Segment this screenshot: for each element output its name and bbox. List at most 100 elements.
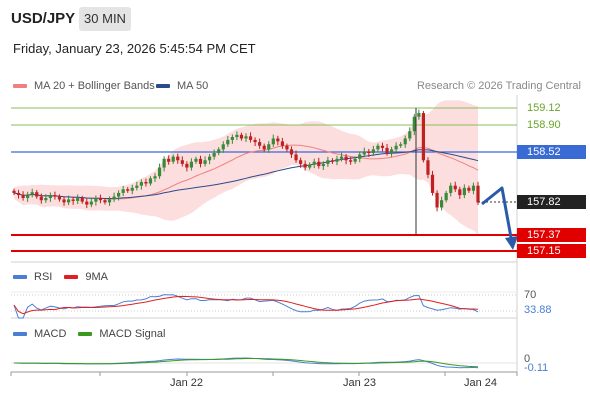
candle-body (121, 189, 125, 193)
candle-body (389, 149, 394, 154)
candle-body (289, 149, 294, 155)
rsi-swatch (13, 275, 27, 279)
candle-body (303, 163, 307, 168)
forecast-arrowhead (505, 236, 518, 250)
timeframe-button[interactable]: 30 MIN (79, 7, 131, 31)
candle-body (394, 145, 398, 150)
pivot-tag-bg (517, 145, 586, 159)
candle-body (440, 200, 444, 208)
last-price-label: 157.82 (527, 196, 561, 208)
candle-body (262, 145, 266, 150)
candle-body (312, 161, 316, 165)
candle-body (144, 182, 148, 184)
candle-body (276, 138, 280, 142)
candle-body (44, 198, 48, 201)
candle-body (230, 137, 234, 140)
legend-swatch-ma20 (13, 84, 27, 88)
candle-body (380, 145, 385, 148)
macd-legend-label: MACD (34, 328, 67, 340)
candle-body (435, 192, 439, 208)
candle-body (39, 196, 43, 201)
candle-body (239, 134, 244, 139)
candle-body (258, 142, 262, 146)
candle-body (167, 158, 171, 162)
candle-body (376, 145, 380, 150)
candle-body (335, 158, 339, 162)
candle-body (349, 160, 353, 162)
candle-body (194, 158, 198, 162)
candle-body (107, 199, 112, 203)
legend-swatch-ma50 (156, 84, 170, 88)
candle-body (157, 167, 162, 177)
candle-body (476, 185, 480, 203)
candle-body (339, 156, 344, 159)
candle-body (294, 154, 298, 161)
rsi-legend-label: RSI (34, 271, 53, 283)
candle-body (21, 195, 25, 199)
candles-group (12, 109, 480, 212)
candle-body (399, 144, 403, 146)
candle-body (321, 163, 325, 167)
candle-body (62, 199, 66, 203)
candle-body (30, 192, 34, 195)
macd-zero-label: 0 (524, 353, 531, 365)
candle-body (85, 201, 89, 205)
candle-body (221, 144, 225, 150)
candle-body (135, 185, 139, 188)
rsi-ma-legend-label: 9MA (85, 271, 108, 283)
legend-ma20-bollinger: MA 20 + Bollinger Bands (13, 80, 155, 92)
candle-body (117, 192, 121, 197)
x-label-jan23: Jan 23 (343, 377, 377, 389)
candle-body (153, 176, 157, 179)
last-price-tag-bg (517, 195, 586, 209)
candle-body (180, 160, 184, 164)
candle-body (353, 158, 357, 162)
rsi-value-label: 33.88 (524, 304, 552, 316)
candle-body (462, 187, 466, 196)
research-credit: Research © 2026 Trading Central (416, 80, 581, 92)
candle-body (76, 198, 80, 201)
candle-body (16, 192, 21, 196)
legend-ma50: MA 50 (156, 80, 208, 92)
candle-body (48, 195, 52, 199)
candle-body (362, 151, 366, 155)
candle-body (253, 139, 257, 143)
candle-body (185, 163, 189, 168)
candle-body (285, 145, 289, 150)
candle-body (89, 201, 93, 205)
candle-body (385, 147, 389, 154)
macd-signal-legend-label: MACD Signal (99, 328, 166, 340)
rsi-legend: RSI 9MA (13, 271, 108, 283)
candle-body (130, 187, 134, 191)
candle-body (235, 134, 239, 138)
candle-body (467, 187, 471, 191)
candle-body (212, 153, 216, 157)
x-label-jan22: Jan 22 (170, 377, 204, 389)
datetime-label: Friday, January 23, 2026 5:45:54 PM CET (13, 41, 256, 56)
candle-body (244, 136, 248, 139)
candle-body (12, 190, 16, 193)
candle-body (203, 160, 207, 164)
candle-body (426, 160, 430, 175)
candle-body (430, 174, 435, 193)
candle-body (53, 195, 57, 197)
macd-signal-line (14, 358, 479, 368)
candle-body (57, 196, 62, 200)
candle-body (403, 138, 407, 145)
candle-body (458, 189, 462, 196)
legend-label-ma20: MA 20 + Bollinger Bands (34, 80, 155, 92)
candle-body (176, 156, 180, 161)
candle-body (421, 113, 426, 161)
candle-body (326, 160, 330, 164)
support-1-tag-bg (517, 228, 586, 242)
macd-swatch (13, 332, 27, 336)
candle-body (267, 144, 271, 150)
candle-body (298, 160, 303, 164)
candle-body (217, 149, 221, 154)
rsi-ma-swatch (64, 275, 79, 279)
candle-body (330, 160, 335, 162)
forecast-arrow (481, 186, 514, 244)
candle-body (371, 149, 375, 154)
candle-body (444, 192, 448, 201)
